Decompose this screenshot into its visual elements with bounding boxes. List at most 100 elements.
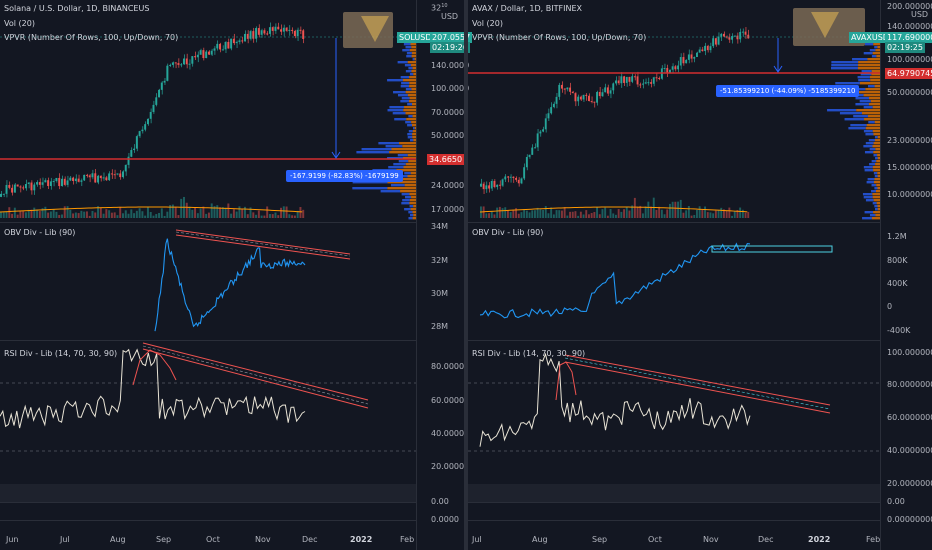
price-tick: 23.0000000 [887,136,932,145]
candle-body [561,84,563,89]
volume-bar [58,214,61,218]
candle-body [671,66,674,70]
pane-divider [0,222,416,223]
price-axis[interactable]: 200.0000000 USD 140.0000000 AVAXUSD 117.… [849,0,932,550]
vpvr-down-bar [877,154,880,157]
volume-bar [210,203,213,218]
volume-bar [531,210,534,218]
candle-body [202,50,205,59]
vpvr-down-bar [409,199,416,202]
candle-body [682,57,685,64]
volume-legend[interactable]: Vol (20) [472,19,503,28]
obv-tick: -400K [887,326,911,335]
candle-body [639,84,642,86]
candle-body [620,76,623,84]
candle-body [205,51,208,59]
price-axis[interactable]: 3210 USD SOLUSD 207.0557 02:19:26 140.00… [397,0,473,550]
vpvr-down-bar [409,193,416,196]
candle-body [542,129,544,132]
vpvr-legend[interactable]: VPVR (Number Of Rows, 100, Up/Down, 70) [4,33,179,42]
chart-avax[interactable]: AVAX / Dollar, 1D, BITFINEX Vol (20) VPV… [468,0,932,550]
obv-legend[interactable]: OBV Div - Lib (90) [472,228,544,237]
candle-body [27,182,30,185]
candle-body [547,113,550,119]
candle-body [571,91,574,94]
vpvr-up-bar [864,151,874,154]
volume-bar [30,209,33,218]
last-price-tag: 207.0557 [430,32,473,43]
vpvr-legend[interactable]: VPVR (Number Of Rows, 100, Up/Down, 70) [472,33,647,42]
volume-bar [0,212,2,218]
chart-title[interactable]: AVAX / Dollar, 1D, BITFINEX [472,4,582,13]
volume-bar [590,213,593,218]
volume-bar [577,215,580,218]
vpvr-up-bar [406,55,412,58]
volume-bar [569,211,571,218]
obv-tick: 800K [887,256,908,265]
vpvr-down-bar [871,70,880,73]
vpvr-down-bar [858,64,880,67]
vpvr-down-bar [409,76,416,79]
volume-bar [196,213,199,218]
volume-bar [712,213,715,218]
volume-bar [744,212,747,218]
obv-line [479,242,751,319]
rsi-legend[interactable]: RSI Div - Lib (14, 70, 30, 90) [472,349,586,358]
candle-body [122,171,124,178]
candle-body [674,66,677,70]
volume-bar [604,207,607,218]
vpvr-up-bar [387,79,403,82]
vpvr-down-bar [875,214,880,217]
vpvr-down-bar [874,178,880,181]
volume-bar [685,210,688,218]
candle-body [36,182,39,185]
volume-bar [13,207,16,218]
vpvr-up-bar [403,43,411,46]
chart-split-divider[interactable] [464,0,468,550]
vpvr-down-bar [409,49,416,52]
vpvr-down-bar [867,58,880,61]
vpvr-up-bar [406,52,412,55]
candle-body [663,67,666,69]
volume-bar [601,209,604,218]
volume-bar [625,206,628,218]
candle-body [244,33,246,42]
vpvr-down-bar [870,79,880,82]
vpvr-down-bar [872,106,880,109]
candle-body [224,41,227,50]
vpvr-down-bar [411,124,416,127]
vpvr-down-bar [875,163,880,166]
volume-bar [639,205,642,218]
vpvr-up-bar [356,151,390,154]
candle-body [0,193,2,197]
vpvr-down-bar [873,142,880,145]
candle-body [531,147,534,155]
vpvr-down-bar [867,115,880,118]
vpvr-down-bar [411,46,416,49]
vpvr-down-bar [875,148,880,151]
candle-body [146,118,149,125]
obv-tick: 32M [431,256,449,265]
candle-body [58,177,61,187]
volume-bar [704,206,706,218]
obv-tick: 0 [887,302,893,311]
avax-chart-canvas[interactable] [468,0,932,550]
vpvr-down-bar [858,61,880,64]
volume-bar [163,215,166,218]
rsi-legend[interactable]: RSI Div - Lib (14, 70, 30, 90) [4,349,118,358]
volume-bar [501,208,504,218]
obv-legend[interactable]: OBV Div - Lib (90) [4,228,76,237]
candle-body [741,31,744,33]
vpvr-up-bar [865,142,874,145]
volume-bar [561,210,563,218]
vpvr-up-bar [869,163,876,166]
candle-body [520,178,523,184]
volume-bar [191,209,194,218]
vpvr-up-bar [400,76,410,79]
chart-title[interactable]: Solana / U.S. Dollar, 1D, BINANCEUS [4,4,150,13]
chart-solana[interactable]: Solana / U.S. Dollar, 1D, BINANCEUS Vol … [0,0,473,550]
vpvr-down-bar [877,46,880,49]
candle-body [94,173,97,183]
solana-chart-canvas[interactable] [0,0,464,550]
volume-legend[interactable]: Vol (20) [4,19,35,28]
